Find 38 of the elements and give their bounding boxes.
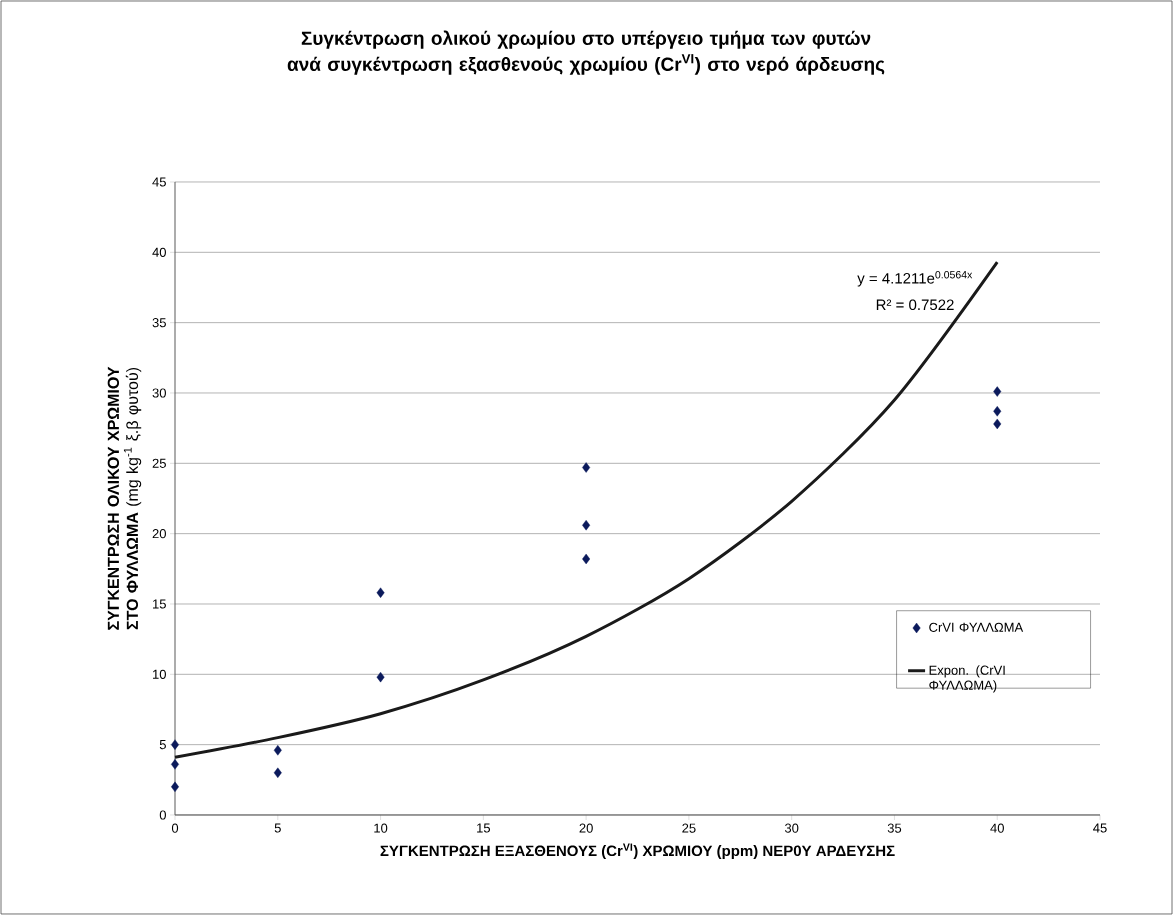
y-tick-label: 5 bbox=[159, 740, 166, 750]
point bbox=[993, 386, 1002, 397]
point bbox=[993, 418, 1002, 430]
x-axis-title: ΣΥΓΚΕΝΤΡΩΣΗ ΕΞΑΣΘΕΝΟΥΣ (Cr$^{VI}$) ΧΡΩΜΙΟΥ (ppm) ΝΕΡ0Υ ΑΡΔΕΥΣΗΣ bbox=[380, 843, 895, 860]
x-tick-label: 20 bbox=[579, 823, 593, 833]
y-tick-label: 20 bbox=[152, 529, 166, 539]
y-tick-label: 15 bbox=[153, 599, 166, 609]
point bbox=[273, 745, 282, 756]
point bbox=[582, 462, 591, 473]
x-tick-label: 40 bbox=[990, 823, 1004, 833]
x-tick-label: 30 bbox=[784, 823, 799, 833]
point bbox=[582, 553, 591, 565]
point bbox=[171, 759, 179, 770]
annotation: R² = 0.7522 bbox=[876, 299, 954, 311]
x-tick-label: 5 bbox=[274, 823, 281, 833]
y-tick-label: 40 bbox=[152, 247, 166, 257]
x-tick-label: 45 bbox=[1093, 823, 1107, 833]
chart-title: Συγκέντρωση ολικού χρωμίου στο υπέργειο τμήμα των φυτών ανά συγκέντρωση εξασθενούς χρωμίου (Cr$^{VI}$) στο νερό άρδευσης bbox=[287, 30, 885, 75]
legend-label: CrVI ΦΥΛΛΩΜΑ bbox=[929, 622, 1024, 632]
x-tick-label: 25 bbox=[682, 823, 696, 833]
point bbox=[171, 739, 179, 750]
y-tick-label: 30 bbox=[152, 388, 166, 398]
y-tick-label: 45 bbox=[152, 177, 166, 187]
x-tick-label: 10 bbox=[374, 823, 388, 833]
point bbox=[376, 671, 385, 683]
x-tick-label: 35 bbox=[887, 823, 902, 833]
x-tick-label: 15 bbox=[477, 823, 491, 833]
point bbox=[273, 767, 282, 778]
legend-label: Expon. (CrVI ΦΥΛΛΩΜΑ) bbox=[929, 665, 1005, 693]
y-tick-label: 10 bbox=[153, 669, 166, 679]
point bbox=[376, 587, 385, 598]
point bbox=[993, 406, 1002, 417]
x-tick-label: 0 bbox=[171, 823, 179, 833]
y-tick-label: 25 bbox=[152, 458, 166, 468]
y-tick-label: 35 bbox=[152, 318, 166, 328]
point bbox=[582, 520, 591, 531]
y-tick-label: 0 bbox=[159, 810, 166, 820]
annotation: y = 4.1211e$^{0.0564x}$ bbox=[857, 270, 973, 287]
